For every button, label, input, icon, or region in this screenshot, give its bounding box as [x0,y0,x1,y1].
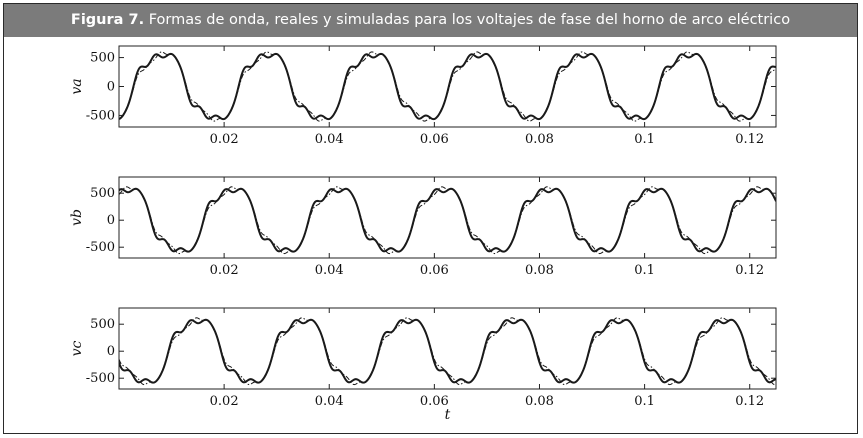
y-axis-label: va [69,78,85,94]
series-line-real [119,318,776,384]
series-line-simulated [119,51,776,122]
x-tick-label: 0.12 [735,394,764,409]
figure-frame: Figura 7. Formas de onda, reales y simul… [3,3,858,434]
x-tick-label: 0.02 [210,132,239,147]
x-tick-label: 0.06 [420,263,449,278]
plot-area-vb [118,176,777,259]
x-tick-label: 0.06 [420,394,449,409]
figure-caption: Figura 7. Formas de onda, reales y simul… [4,4,857,37]
x-tick-label: 0.08 [525,132,554,147]
y-axis-label: vc [69,340,85,356]
y-axis-label: vb [69,209,85,226]
y-tick-label: 500 [90,51,115,66]
plot-area-vc [118,307,777,390]
figure-caption-text: Formas de onda, reales y simuladas para … [148,12,791,28]
figure-number: Figura 7. [70,12,145,28]
x-tick-label: 0.12 [735,263,764,278]
x-tick-label: 0.08 [525,263,554,278]
y-tick-label: 500 [90,317,115,332]
x-tick-label: 0.02 [210,394,239,409]
x-tick-label: 0.04 [315,132,344,147]
y-tick-label: 500 [90,186,115,201]
x-tick-label: 0.04 [315,263,344,278]
series-line-real [119,52,776,121]
x-tick-label: 0.04 [315,394,344,409]
x-tick-label: 0.1 [634,394,655,409]
y-tick-label: 0 [107,344,115,359]
y-tick-label: -500 [86,240,115,255]
series-line-simulated [119,186,776,255]
y-tick-label: -500 [86,371,115,386]
x-tick-label: 0.02 [210,263,239,278]
series-line-simulated [119,317,776,386]
x-tick-label: 0.08 [525,394,554,409]
x-tick-label: 0.06 [420,132,449,147]
x-tick-label: 0.12 [735,132,764,147]
y-tick-label: -500 [86,108,115,123]
y-tick-label: 0 [107,80,115,95]
x-axis-label: t [445,407,451,423]
y-tick-label: 0 [107,213,115,228]
x-tick-label: 0.1 [634,263,655,278]
x-tick-label: 0.1 [634,132,655,147]
